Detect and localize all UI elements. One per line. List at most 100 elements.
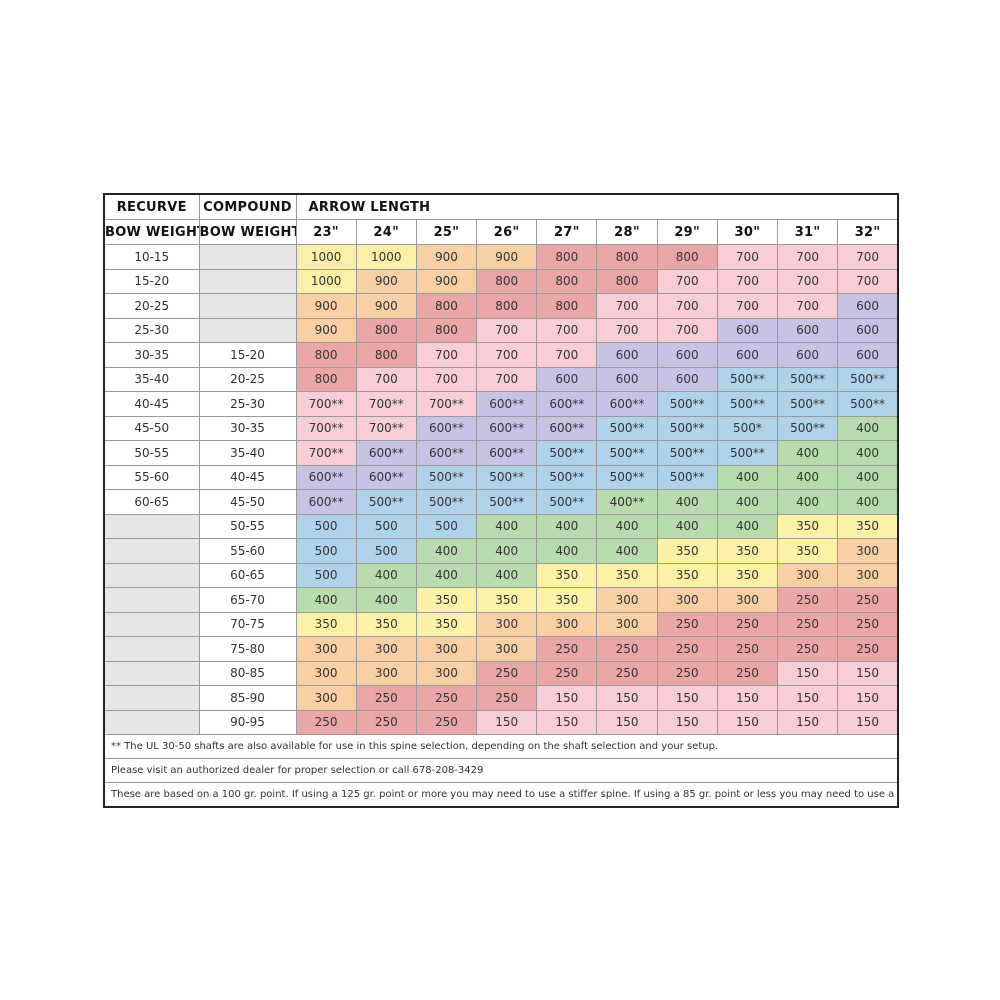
note-row: ** The UL 30-50 shafts are also availabl… [104,734,898,759]
spine-cell: 700 [656,317,718,343]
spine-cell: 250 [776,587,839,613]
data-row: 20-25 900 900 800 800 800 700 700 700 700 600 [103,293,899,319]
spine-cell: 300 [355,660,417,686]
spine-cell: 500** [355,489,417,515]
note-row: These are based on a 100 gr. point. If u… [104,782,898,808]
spine-cell: 600** [415,415,478,441]
bow-weight: 30-35 [103,342,200,368]
spine-cell: 500** [596,464,658,490]
length-header: 26" [476,219,538,245]
spine-cell: 500** [536,489,598,515]
spine-cell: 400 [536,513,598,539]
spine-cell: 700 [476,317,538,343]
spine-cell: 800 [355,317,417,343]
spine-cell: 300 [295,660,357,686]
spine-cell: 150 [776,709,839,735]
spine-cell: 300 [837,538,899,564]
spine-cell: 250 [716,636,779,662]
spine-cell: 300 [596,587,658,613]
data-row: 45-50 30-35 700** 700** 600** 600** 600** 500**… [103,415,899,441]
bow-weight: 50-55 [198,513,297,539]
data-row: 30-35 15-20 800 800 700 700 700 600 600 600 600 600 [103,342,899,368]
spine-cell: 500** [837,366,899,392]
spine-cell: 700** [295,391,357,417]
spine-chart: RECURVE COMPOUND ARROW LENGTH BOW WEIGHT… [103,193,899,808]
data-row: 55-60 500 500 400 400 400 400 350 350 350 300 [103,538,899,564]
header: BOW WEIGHT [198,219,297,245]
spine-cell: 300 [656,587,718,613]
note: Please visit an authorized dealer for pr… [104,758,898,783]
bow-weight [103,660,200,686]
spine-cell: 350 [476,587,538,613]
spine-cell: 700** [295,440,357,466]
spine-cell: 350 [415,587,478,613]
spine-cell: 800 [476,293,538,319]
subheader-row: BOW WEIGHT BOW WEIGHT 23" 24" 25" 26" 27" 28"… [103,219,899,245]
spine-cell: 400 [716,464,779,490]
spine-cell: 250 [837,636,899,662]
bow-weight: 45-50 [103,415,200,441]
bow-weight [103,538,200,564]
spine-cell: 800 [536,244,598,270]
spine-cell: 700 [837,268,899,294]
spine-cell: 300 [837,562,899,588]
spine-cell: 300 [415,660,478,686]
spine-cell: 400 [776,489,839,515]
bow-weight: 30-35 [198,415,297,441]
spine-cell: 700 [656,293,718,319]
bow-weight: 35-40 [103,366,200,392]
spine-cell: 400 [837,440,899,466]
spine-cell: 500** [776,415,839,441]
spine-cell: 700 [355,366,417,392]
spine-cell: 250 [536,636,598,662]
spine-cell: 700 [596,293,658,319]
data-row: 25-30 900 800 800 700 700 700 700 600 600 600 [103,317,899,343]
spine-cell: 500** [536,464,598,490]
length-header: 23" [295,219,357,245]
bow-weight: 20-25 [198,366,297,392]
spine-cell: 600** [295,464,357,490]
spine-cell: 500** [596,415,658,441]
spine-cell: 800 [415,317,478,343]
spine-cell: 500** [776,391,839,417]
spine-cell: 500 [295,538,357,564]
spine-cell: 250 [656,636,718,662]
spine-cell: 600** [536,391,598,417]
spine-cell: 800 [295,366,357,392]
spine-cell: 500 [295,562,357,588]
spine-cell: 900 [415,268,478,294]
spine-cell: 700** [415,391,478,417]
data-row: 55-60 40-45 600** 600** 500** 500** 500** 500**… [103,464,899,490]
spine-cell: 150 [596,685,658,711]
spine-cell: 700 [716,268,779,294]
header: RECURVE [103,193,200,220]
spine-cell: 600** [596,391,658,417]
spine-cell: 300 [536,611,598,637]
spine-cell: 400 [355,587,417,613]
spine-cell: 150 [536,685,598,711]
length-header: 30" [716,219,779,245]
spine-cell: 800 [596,244,658,270]
spine-cell: 400 [596,538,658,564]
spine-cell: 800 [656,244,718,270]
spine-cell: 350 [776,513,839,539]
bow-weight: 15-20 [103,268,200,294]
spine-cell: 350 [656,538,718,564]
bow-weight: 50-55 [103,440,200,466]
spine-cell: 700 [415,342,478,368]
spine-cell: 250 [776,611,839,637]
length-header: 25" [415,219,478,245]
spine-cell: 600 [776,317,839,343]
spine-cell: 250 [536,660,598,686]
spine-cell: 400 [776,440,839,466]
spine-cell: 600** [536,415,598,441]
spine-cell: 500** [656,440,718,466]
spine-cell: 500** [837,391,899,417]
spine-cell: 300 [355,636,417,662]
spine-cell: 500** [476,489,538,515]
spine-cell: 600 [837,293,899,319]
spine-cell: 500** [716,440,779,466]
spine-cell: 400 [476,538,538,564]
spine-cell: 500** [476,464,538,490]
bow-weight: 40-45 [103,391,200,417]
